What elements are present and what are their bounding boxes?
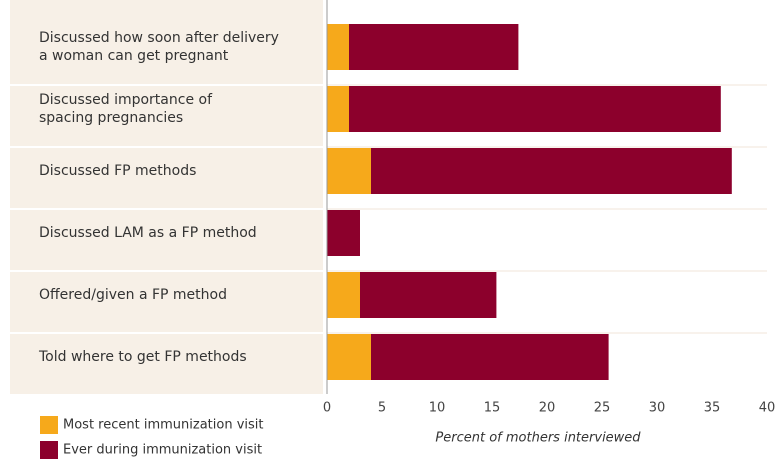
- row-background: [10, 210, 323, 270]
- x-tick-label: 20: [539, 401, 556, 416]
- legend-label: Most recent immunization visit: [63, 418, 263, 433]
- legend-swatch: [40, 416, 58, 434]
- x-tick-label: 40: [759, 401, 776, 416]
- bar-segment: [327, 24, 349, 70]
- x-tick-label: 5: [378, 401, 386, 416]
- bar-segment: [360, 272, 497, 318]
- bar-segment: [327, 272, 360, 318]
- x-tick-label: 35: [704, 401, 721, 416]
- x-tick-label: 15: [484, 401, 501, 416]
- legend-label: Ever during immunization visit: [63, 443, 262, 458]
- row-background: [10, 0, 323, 84]
- category-label: Discussed how soon after delivery a woman…: [39, 30, 279, 64]
- row-background: [10, 334, 323, 394]
- category-label: Offered/given a FP method: [39, 287, 227, 303]
- bar-segment: [349, 24, 519, 70]
- row-background: [10, 86, 323, 146]
- bar-segment: [327, 334, 371, 380]
- x-tick-label: 0: [323, 401, 331, 416]
- x-tick-label: 25: [594, 401, 611, 416]
- row-background: [10, 272, 323, 332]
- bar-segment: [371, 148, 732, 194]
- bar-segment: [327, 86, 349, 132]
- bar-segment: [371, 334, 609, 380]
- row-background: [10, 148, 323, 208]
- bar-segment: [327, 148, 371, 194]
- category-label: Discussed importance of spacing pregnanci…: [39, 92, 213, 126]
- x-tick-label: 10: [429, 401, 446, 416]
- bar-segment: [327, 210, 360, 256]
- category-label: Told where to get FP methods: [38, 349, 247, 365]
- legend-swatch: [40, 441, 58, 459]
- bar-segment: [349, 86, 721, 132]
- category-label: Discussed FP methods: [39, 163, 196, 179]
- category-label: Discussed LAM as a FP method: [39, 225, 257, 241]
- x-axis-title: Percent of mothers interviewed: [435, 431, 641, 446]
- x-tick-label: 30: [649, 401, 666, 416]
